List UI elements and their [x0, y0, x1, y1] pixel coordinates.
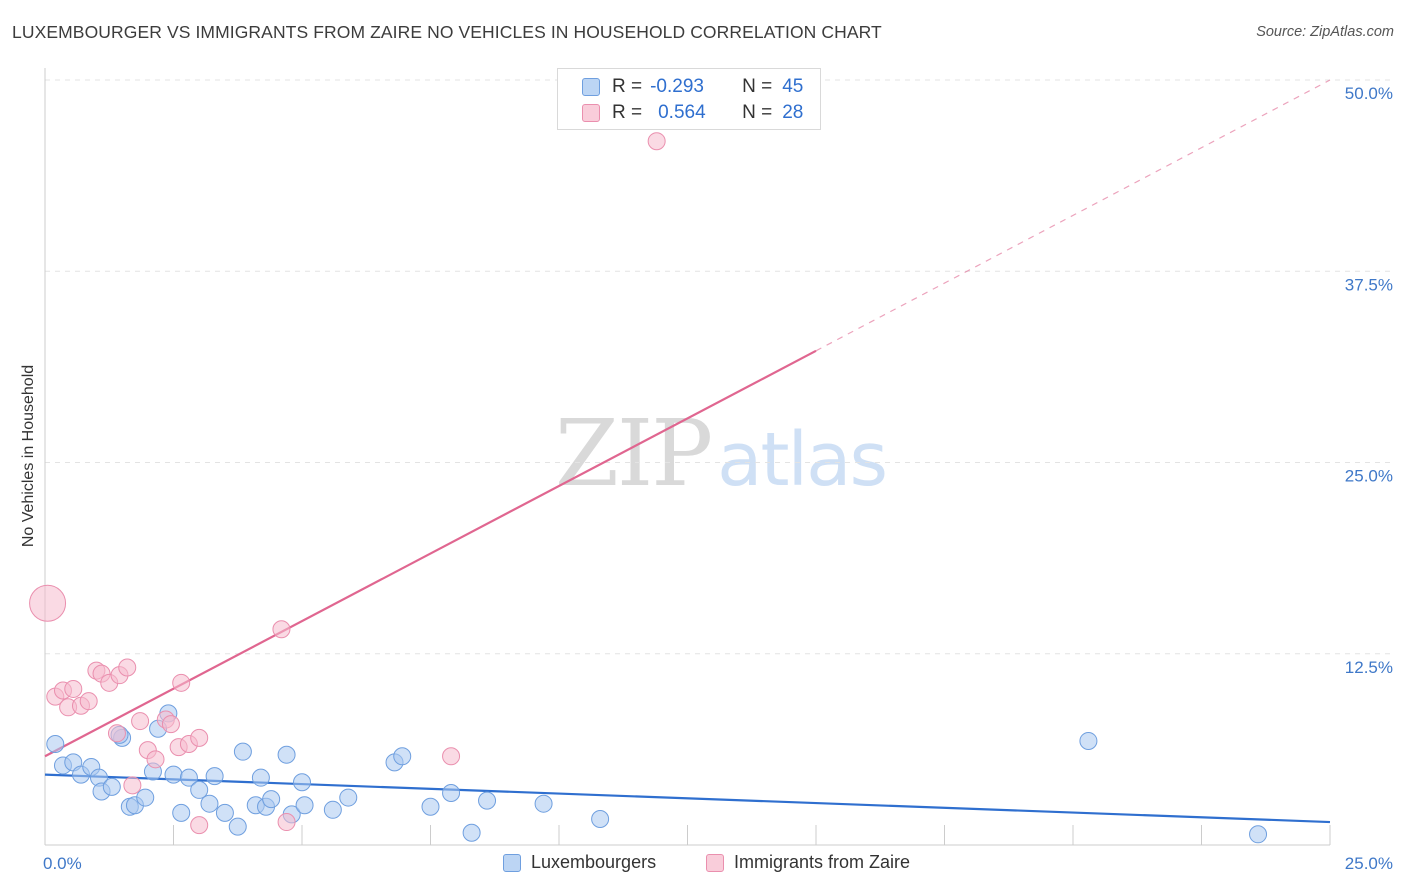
source-credit: Source: ZipAtlas.com	[1256, 24, 1394, 40]
point-luxembourger	[1079, 731, 1098, 750]
point-luxembourger	[293, 773, 311, 792]
bottom-legend-luxembourgers: Luxembourgers	[503, 852, 656, 873]
point-luxembourger	[277, 745, 296, 764]
watermark-atlas: atlas	[717, 417, 888, 503]
trend-lines	[44, 79, 1331, 824]
point-luxembourger	[205, 767, 224, 786]
point-luxembourger	[190, 780, 209, 799]
point-zaire	[64, 679, 83, 698]
legend-n-value: 28	[782, 102, 804, 123]
point-luxembourger	[421, 797, 440, 816]
point-luxembourger	[339, 788, 358, 807]
point-zaire	[123, 776, 142, 795]
trend-line-luxembourgers	[44, 773, 1331, 824]
y-axis-label: No Vehicles in Household	[20, 364, 37, 548]
legend-row-zaire: R = 0.564 N = 28	[582, 101, 803, 125]
chart-title: LUXEMBOURGER VS IMMIGRANTS FROM ZAIRE NO…	[12, 22, 882, 42]
point-zaire	[190, 816, 209, 835]
legend-swatch-pink	[582, 104, 600, 122]
legend-n-value: 45	[782, 76, 804, 97]
point-luxembourger	[393, 747, 412, 766]
y-tick-label: 12.5%	[1345, 658, 1393, 677]
tick-labels: 12.5% 25.0% 37.5% 50.0% 0.0% 25.0%	[43, 84, 1393, 873]
bottom-legend-zaire: Immigrants from Zaire	[706, 852, 910, 873]
point-luxembourger	[172, 803, 191, 822]
gridlines	[45, 79, 1390, 655]
point-luxembourger	[251, 768, 270, 787]
y-tick-label: 37.5%	[1345, 275, 1393, 294]
point-luxembourger	[228, 817, 247, 836]
axes	[44, 68, 1331, 846]
point-zaire	[442, 747, 461, 766]
point-zaire	[146, 750, 165, 769]
legend-n-label: N =	[742, 76, 773, 97]
point-luxembourger	[534, 794, 553, 813]
point-luxembourger	[442, 783, 461, 802]
point-luxembourger	[591, 809, 610, 828]
bottom-legend-swatch-blue	[503, 853, 521, 872]
point-luxembourger	[179, 768, 198, 787]
point-luxembourger	[462, 823, 481, 842]
x-tick-label: 0.0%	[43, 854, 82, 873]
point-zaire	[29, 584, 67, 622]
point-luxembourger	[233, 742, 252, 761]
point-luxembourger	[200, 794, 219, 813]
point-luxembourger	[164, 765, 183, 784]
point-luxembourger	[136, 788, 155, 807]
correlation-legend: R = -0.293 N = 45 R = 0.564 N = 28	[557, 68, 821, 130]
point-luxembourger	[102, 777, 121, 796]
legend-row-luxembourgers: R = -0.293 N = 45	[582, 75, 803, 99]
point-luxembourger	[1249, 825, 1268, 844]
legend-swatch-blue	[582, 78, 600, 96]
data-points	[29, 132, 1268, 844]
x-tick-label: 25.0%	[1345, 854, 1393, 873]
point-zaire	[107, 724, 126, 743]
trend-line-zaire	[44, 349, 817, 758]
point-zaire	[172, 673, 191, 692]
point-zaire	[131, 712, 150, 731]
point-zaire	[272, 620, 291, 639]
point-zaire	[118, 658, 137, 677]
bottom-legend-label: Luxembourgers	[531, 852, 657, 872]
trend-line-zaire-extension	[815, 79, 1331, 352]
point-luxembourger	[478, 791, 497, 810]
point-luxembourger	[323, 800, 342, 819]
y-tick-label: 50.0%	[1345, 84, 1393, 103]
legend-n-label: N =	[742, 102, 773, 123]
legend-r-value: -0.293	[650, 76, 704, 97]
point-zaire	[190, 728, 209, 747]
y-tick-label: 25.0%	[1345, 467, 1393, 486]
point-zaire	[647, 132, 666, 151]
point-luxembourger	[295, 796, 314, 815]
legend-r-label: R =	[612, 102, 643, 123]
point-zaire	[161, 715, 180, 734]
bottom-legend-label: Immigrants from Zaire	[734, 852, 911, 872]
legend-r-label: R =	[612, 76, 643, 97]
point-luxembourger	[215, 803, 234, 822]
legend-r-value: 0.564	[658, 102, 706, 123]
bottom-legend-swatch-pink	[706, 853, 724, 872]
point-luxembourger	[262, 790, 281, 809]
point-zaire	[79, 692, 98, 711]
point-luxembourger	[46, 735, 65, 754]
point-zaire	[277, 813, 296, 832]
